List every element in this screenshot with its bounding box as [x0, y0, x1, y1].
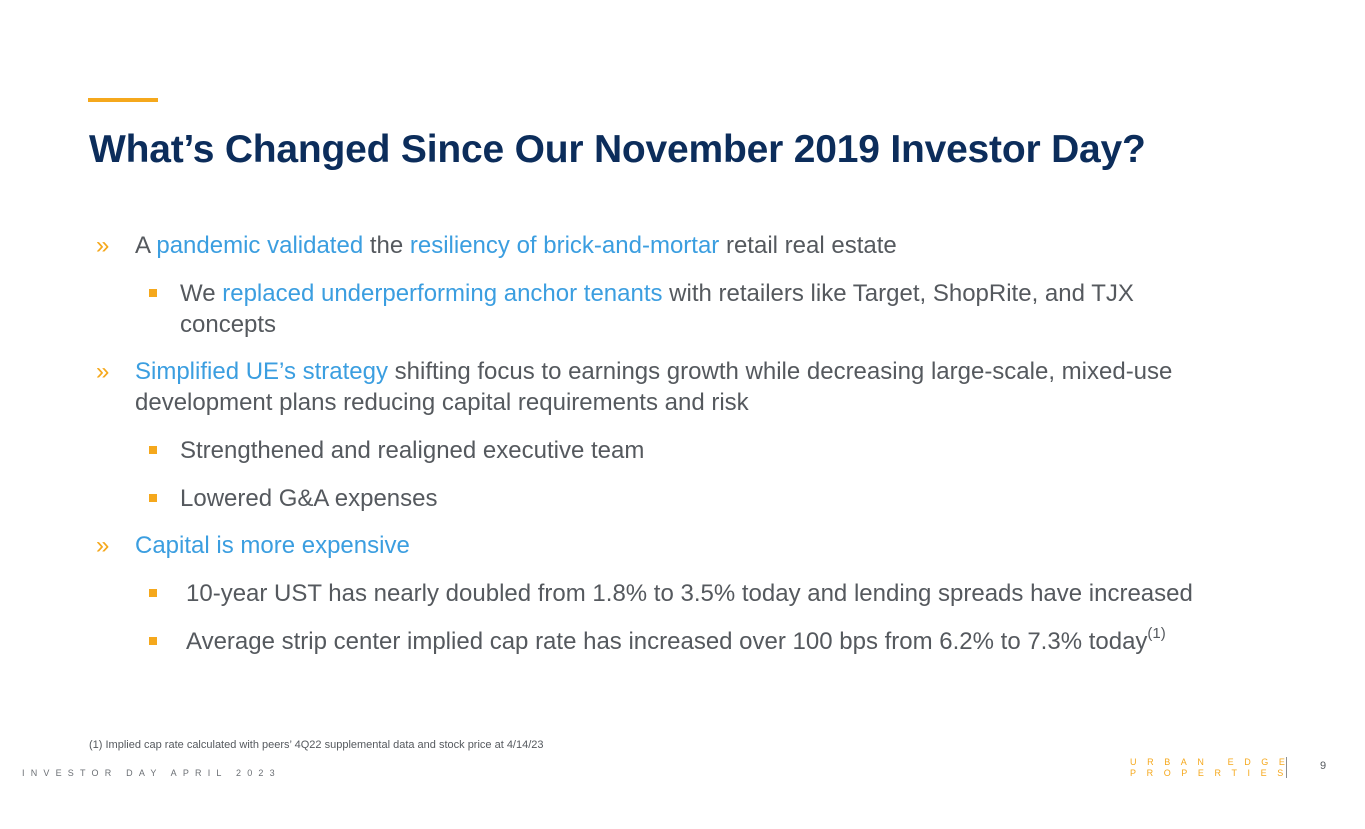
text: shifting focus to earnings growth while …: [387, 358, 1173, 385]
chevron-bullet-icon: »: [96, 532, 110, 559]
subbullet-ga-expenses: Lowered G&A expenses: [180, 485, 438, 512]
square-bullet-icon: [149, 289, 157, 297]
slide-title: What’s Changed Since Our November 2019 I…: [89, 128, 1146, 171]
highlight-text: pandemic validated: [156, 232, 364, 259]
text: retail real estate: [719, 232, 897, 259]
footnote-ref: (1): [1147, 625, 1166, 642]
highlight-text: Simplified UE’s strategy: [135, 358, 388, 385]
square-bullet-icon: [149, 589, 157, 597]
bullet-pandemic: A pandemic validated the resiliency of b…: [135, 230, 897, 261]
square-bullet-icon: [149, 446, 157, 454]
subbullet-executive-team: Strengthened and realigned executive tea…: [180, 437, 645, 464]
bullet-capital: Capital is more expensive: [135, 532, 410, 559]
text: with retailers like Target, ShopRite, an…: [662, 280, 1134, 307]
subbullet-anchor-tenants-cont: concepts: [180, 311, 277, 338]
footer-event: INVESTOR DAY APRIL 2023: [22, 768, 281, 778]
square-bullet-icon: [149, 494, 157, 502]
page-number: 9: [1320, 760, 1327, 772]
brand-logo: URBAN EDGE PROPERTIES: [1130, 757, 1296, 779]
brand-line-1: URBAN EDGE: [1130, 757, 1296, 767]
subbullet-ust: 10-year UST has nearly doubled from 1.8%…: [186, 580, 1193, 607]
subbullet-cap-rate: Average strip center implied cap rate ha…: [186, 626, 1166, 657]
highlight-text: replaced underperforming anchor tenants: [222, 280, 663, 307]
brand-line-2: PROPERTIES: [1130, 768, 1294, 778]
bullet-strategy: Simplified UE’s strategy shifting focus …: [135, 356, 1172, 387]
text: Average strip center implied cap rate ha…: [186, 628, 1148, 655]
footer-divider: [1286, 757, 1287, 778]
chevron-bullet-icon: »: [96, 358, 110, 385]
chevron-bullet-icon: »: [96, 232, 110, 259]
title-accent-bar: [88, 98, 158, 102]
subbullet-anchor-tenants: We replaced underperforming anchor tenan…: [180, 278, 1134, 309]
square-bullet-icon: [149, 637, 157, 645]
text: the: [363, 232, 410, 259]
highlight-text: resiliency of brick-and-mortar: [409, 232, 720, 259]
text: A: [135, 232, 157, 259]
footnote: (1) Implied cap rate calculated with pee…: [89, 739, 544, 751]
text: We: [180, 280, 223, 307]
bullet-strategy-cont: development plans reducing capital requi…: [135, 389, 749, 416]
